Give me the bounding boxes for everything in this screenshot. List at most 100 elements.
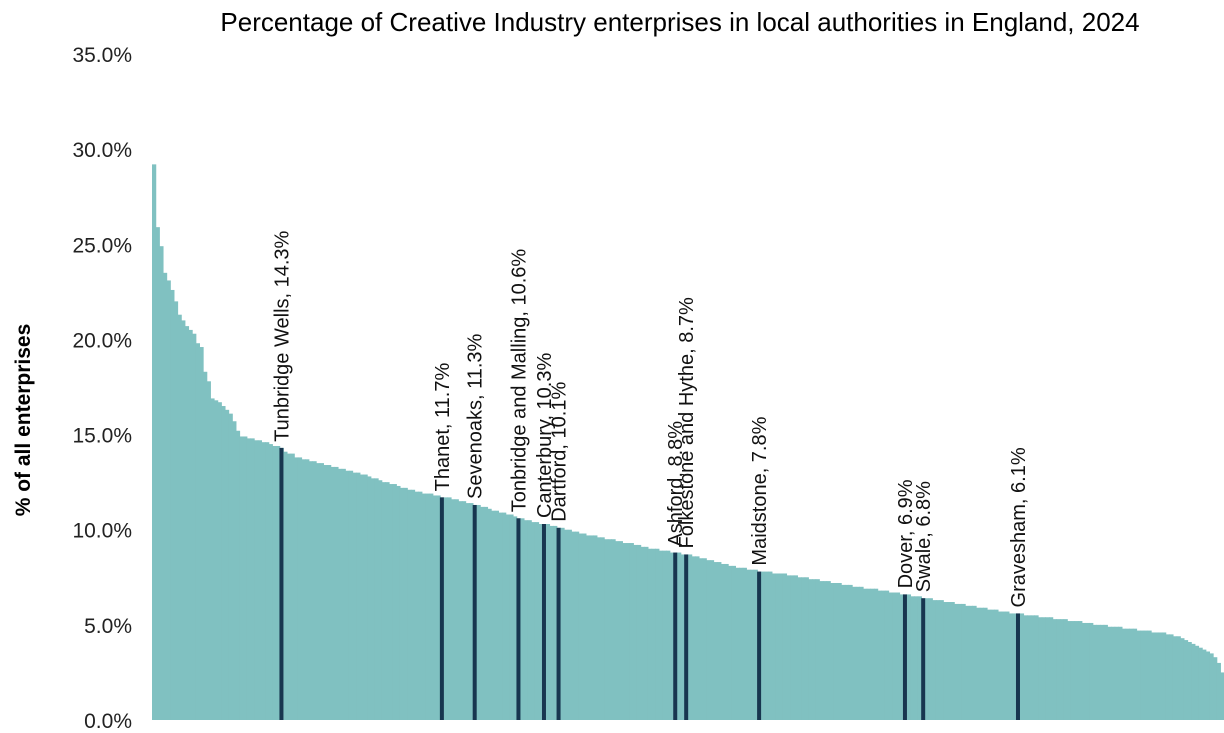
bar [866,588,871,720]
bar [647,548,653,720]
highlight-bar [684,554,689,720]
bar [1067,621,1072,720]
bar [986,609,992,720]
y-tick-label: 20.0% [72,329,132,352]
highlight-bar [757,571,762,720]
bar [910,596,915,720]
bar [399,487,405,720]
bar [564,529,569,720]
bar [589,535,594,720]
bar [954,603,959,720]
bar [502,512,507,720]
bar [1092,624,1097,720]
bar [192,333,197,720]
annotation-label: Folkestone and Hythe, 8.7% [676,297,698,548]
bar [720,563,726,720]
bar [983,607,988,720]
bar [1045,617,1050,720]
bar [283,451,288,720]
bar [779,573,784,720]
y-tick-label: 15.0% [72,425,132,448]
bar [239,436,244,720]
bar [888,592,893,720]
bar [633,544,638,720]
bar [822,581,828,720]
bar [337,468,343,720]
bar [651,548,656,720]
bar [469,503,474,720]
bar [1118,626,1123,720]
bar [1110,626,1116,720]
annotation-label: Gravesham, 6.1% [1008,447,1030,607]
bar [498,512,503,720]
bar [265,442,270,720]
bar [749,569,755,720]
bar [1162,632,1167,720]
bar [224,409,230,720]
bar [629,543,634,720]
bar [899,594,904,720]
bar [1023,615,1028,720]
bar [618,541,623,720]
bar [370,478,376,720]
highlight-bar [439,497,444,720]
bar [735,567,740,720]
bar [1121,628,1127,720]
bar [363,474,368,720]
bar [771,573,777,720]
bar [976,607,981,720]
bar [432,495,438,720]
bar [421,493,427,720]
bar [392,484,397,720]
bar [170,289,175,720]
annotation-label: Canterbury, 10.3% [534,353,556,518]
bar [965,605,970,720]
bar [184,326,190,720]
bar [1019,613,1025,720]
bar [447,497,452,720]
bar [250,438,255,720]
bar [162,272,168,720]
bar [436,495,441,720]
bar [746,569,751,720]
bar [1038,617,1043,720]
bar [217,402,222,720]
bar [403,487,408,720]
bar [877,590,882,720]
bar [1132,628,1138,720]
bar [826,581,831,720]
bar [666,550,671,720]
annotation-label: Maidstone, 7.8% [749,416,771,565]
bar [688,554,693,720]
bar [181,320,186,720]
bar [819,581,824,720]
bar [425,493,430,720]
bar [739,567,744,720]
bar [713,562,718,720]
bar [352,472,357,720]
bar [593,535,598,720]
bar [1081,622,1087,720]
bar [1052,619,1057,720]
bar [1041,617,1046,720]
bar [1078,621,1083,720]
bar [731,565,737,720]
bar [341,468,346,720]
bar [1169,634,1174,720]
bar [549,525,554,720]
bar [523,520,529,720]
bar [574,531,580,720]
bar [268,444,273,720]
bar [928,598,933,720]
bar [152,164,157,720]
bar [837,582,842,720]
bar [1034,615,1039,720]
annotation-label: Sevenoaks, 11.3% [465,333,487,499]
bar [1074,621,1079,720]
bar [545,524,551,720]
y-tick-label: 30.0% [72,139,132,162]
bar [290,453,295,720]
bar [753,569,758,720]
bar [815,579,820,720]
